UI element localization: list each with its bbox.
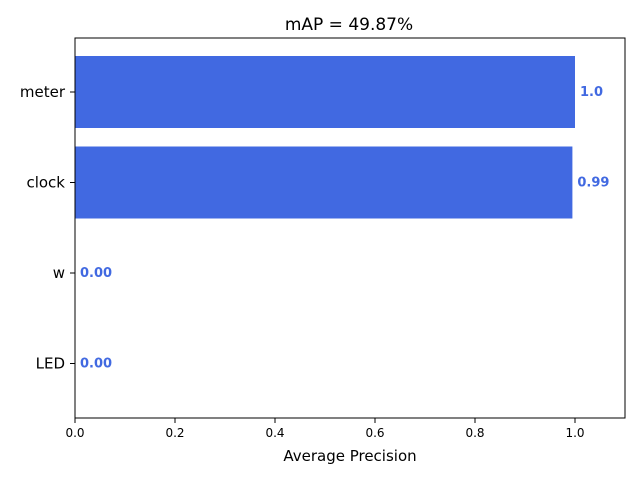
- x-tick-label-2: 0.4: [265, 426, 284, 440]
- x-tick-label-0: 0.0: [65, 426, 84, 440]
- data-label-meter: 1.0: [580, 85, 603, 100]
- data-label-w: 0.00: [80, 266, 112, 281]
- chart-title: mAP = 49.87%: [285, 15, 413, 35]
- bars-group: [75, 56, 575, 219]
- bar-clock: [75, 146, 573, 219]
- plot-frame: [74, 37, 626, 419]
- y-tick-label-clock: clock: [26, 174, 65, 192]
- data-labels-group: 1.0 0.99 0.00 0.00: [80, 85, 609, 372]
- bar-meter: [75, 56, 575, 128]
- x-tick-label-5: 1.0: [565, 426, 584, 440]
- x-axis: 0.0 0.2 0.4 0.6 0.8 1.0: [65, 418, 585, 440]
- data-label-clock: 0.99: [577, 176, 609, 191]
- x-tick-label-4: 0.8: [465, 426, 484, 440]
- y-tick-label-LED: LED: [36, 355, 65, 373]
- data-label-LED: 0.00: [80, 357, 112, 372]
- x-tick-label-3: 0.6: [365, 426, 384, 440]
- y-tick-label-w: w: [53, 264, 65, 282]
- x-tick-label-1: 0.2: [165, 426, 184, 440]
- y-axis: meter clock w LED: [20, 83, 75, 373]
- y-tick-label-meter: meter: [20, 83, 66, 101]
- x-axis-label: Average Precision: [283, 447, 416, 465]
